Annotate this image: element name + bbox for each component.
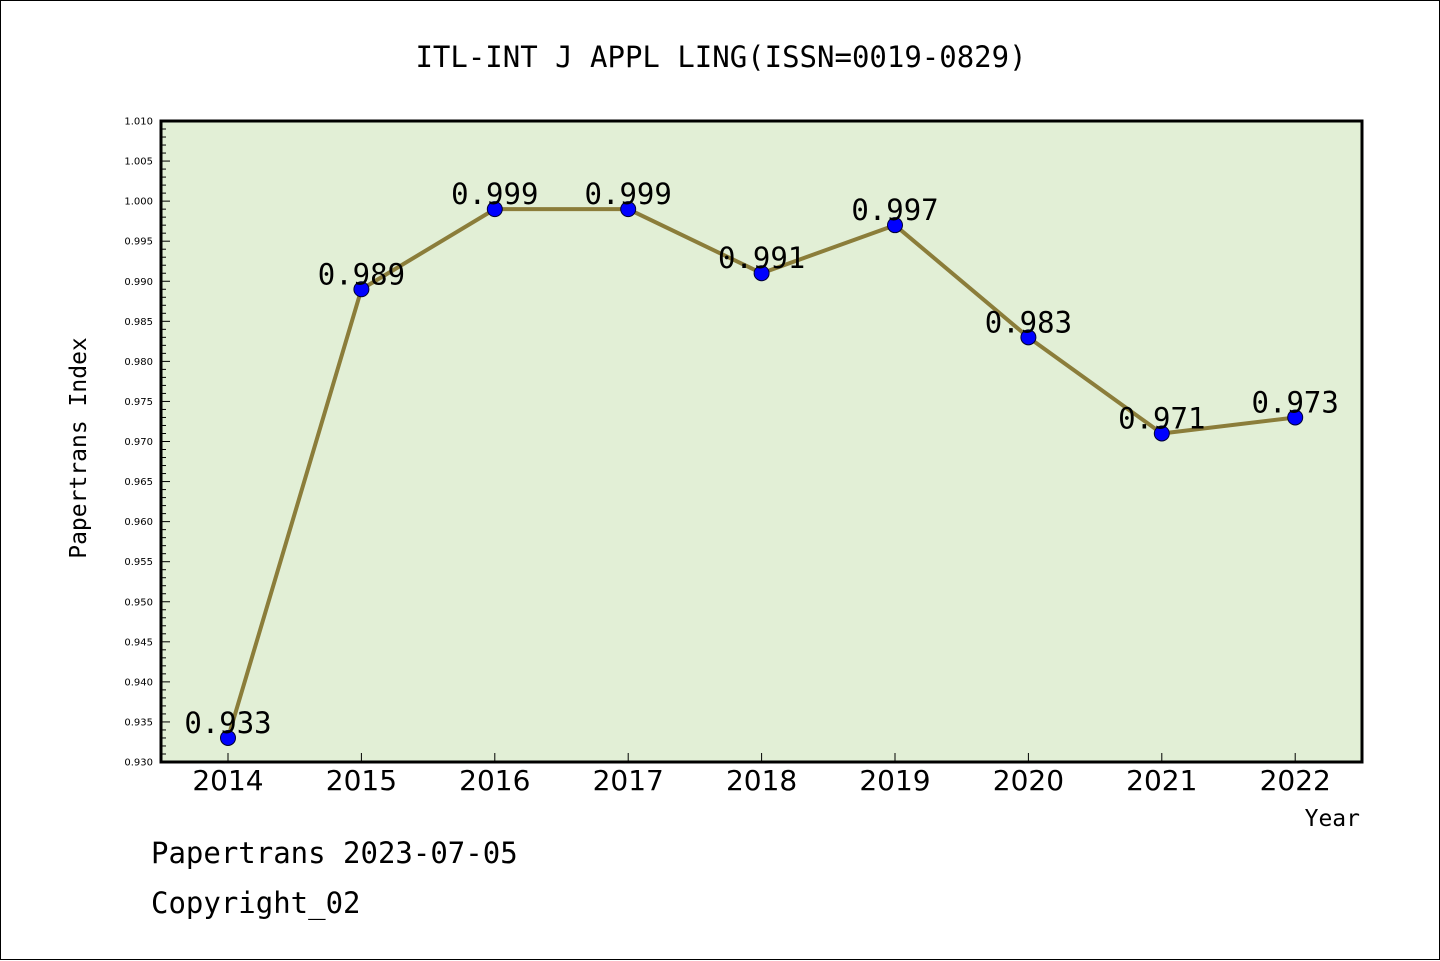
y-tick-label: 0.950 xyxy=(124,597,153,608)
y-tick-label: 0.960 xyxy=(124,517,153,528)
x-tick-label: 2020 xyxy=(993,764,1064,797)
data-point-marker xyxy=(353,281,370,298)
footer-copyright-line: Copyright_02 xyxy=(151,886,361,920)
x-tick-label: 2017 xyxy=(593,764,664,797)
x-tick-label: 2015 xyxy=(326,764,397,797)
data-label: 0.983 xyxy=(985,305,1072,339)
plot-border xyxy=(159,119,1364,764)
y-tick-label: 1.000 xyxy=(124,197,153,208)
x-tick-label: 2022 xyxy=(1260,764,1331,797)
x-tick-label: 2016 xyxy=(459,764,530,797)
x-tick-label: 2021 xyxy=(1126,764,1197,797)
y-tick-label: 0.930 xyxy=(124,758,153,769)
footer-date-line: Papertrans 2023-07-05 xyxy=(151,836,518,870)
data-point-marker xyxy=(1153,425,1170,442)
data-label: 0.973 xyxy=(1252,385,1339,419)
y-tick-label: 0.935 xyxy=(124,717,153,728)
data-label: 0.933 xyxy=(184,706,271,740)
data-point-marker xyxy=(887,217,903,234)
x-axis-label: Year xyxy=(1305,806,1360,832)
data-point-marker xyxy=(620,201,637,218)
series-layer xyxy=(220,201,1304,746)
y-tick-label: 1.010 xyxy=(124,117,153,128)
y-tick-label: 0.945 xyxy=(124,637,153,648)
y-tick-label: 0.985 xyxy=(124,317,153,328)
data-label: 0.989 xyxy=(318,257,405,291)
data-point-marker xyxy=(753,265,770,282)
data-label-layer: 0.933 0.989 0.999 0.999 0.991 0.997 0.983 0.971… xyxy=(184,177,1339,740)
y-tick-label: 0.995 xyxy=(124,237,153,248)
plot-area xyxy=(161,121,1362,762)
y-tick-label: 0.955 xyxy=(124,557,153,568)
chart-title: ITL-INT J APPL LING(ISSN=0019-0829) xyxy=(415,40,1026,74)
y-tick-label: 0.965 xyxy=(124,477,153,488)
data-label: 0.997 xyxy=(851,193,938,227)
x-tick-label: 2014 xyxy=(192,764,263,797)
y-axis-label: Papertrans Index xyxy=(66,337,92,559)
data-point-marker xyxy=(1287,409,1304,426)
data-label: 0.991 xyxy=(718,241,805,275)
data-label: 0.999 xyxy=(451,177,538,211)
data-point-marker xyxy=(220,729,236,746)
x-axis-ticks: 2014 2015 2016 2017 2018 2019 2020 2021 2022 xyxy=(192,753,1331,797)
y-tick-label: 0.980 xyxy=(124,357,153,368)
data-point-marker xyxy=(486,201,503,218)
y-tick-label: 1.005 xyxy=(124,157,153,168)
y-tick-label: 0.970 xyxy=(124,437,153,448)
data-label: 0.971 xyxy=(1118,401,1205,435)
y-tick-label: 0.940 xyxy=(124,677,153,688)
data-point-marker xyxy=(1020,329,1037,346)
x-tick-label: 2019 xyxy=(859,764,930,797)
y-tick-label: 0.975 xyxy=(124,397,153,408)
y-tick-label: 0.990 xyxy=(124,277,153,288)
data-label: 0.999 xyxy=(585,177,672,211)
x-tick-label: 2018 xyxy=(726,764,797,797)
